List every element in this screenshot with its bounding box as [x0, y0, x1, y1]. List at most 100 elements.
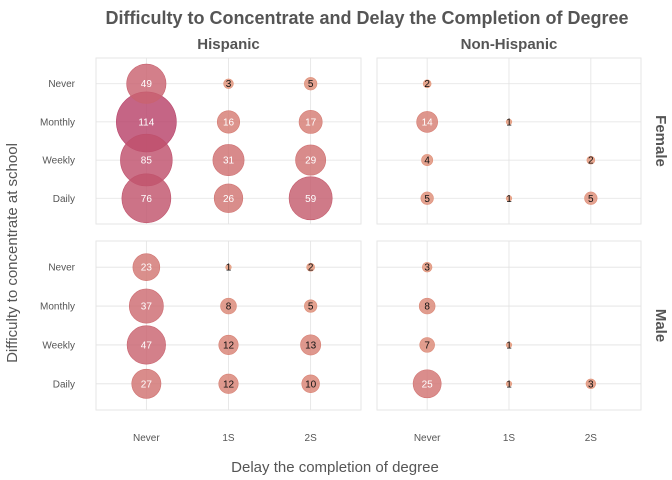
bubble-value-label: 114	[138, 117, 154, 128]
facet-label-female: Female	[652, 115, 669, 167]
bubble-value-label: 1	[506, 379, 512, 390]
y-tick-label: Monthly	[40, 302, 75, 313]
bubble-value-label: 5	[588, 194, 594, 205]
y-axis-title: Difficulty to concentrate at school	[4, 143, 21, 363]
bubble	[126, 63, 167, 104]
bubble-value-label: 3	[588, 379, 594, 390]
bubble	[505, 195, 513, 202]
bubble-value-label: 12	[223, 379, 235, 390]
bubble-value-label: 1	[506, 194, 512, 205]
bubble	[505, 341, 513, 349]
bubble-value-label: 5	[308, 79, 314, 90]
bubble	[213, 183, 244, 213]
bubble	[505, 380, 513, 387]
panel-hispanic-male: 47 37 27 23 13 12 12 10 8 5 2 1	[95, 240, 362, 411]
bubble	[132, 253, 161, 281]
panel-non-hispanic-female: 14 5 5 4 2 2 1 1	[376, 57, 642, 225]
bubble	[421, 262, 433, 273]
bubble	[216, 110, 241, 134]
bubble-value-label: 2	[424, 79, 430, 90]
bubble-value-label: 29	[305, 156, 317, 167]
bubble-value-label: 17	[305, 117, 317, 128]
bubble-value-label: 13	[305, 340, 317, 351]
bubble-value-label: 76	[141, 194, 153, 205]
bubble-value-label: 23	[141, 263, 153, 274]
bubble-value-label: 16	[223, 117, 235, 128]
bubble	[131, 368, 162, 399]
bubble-value-label: 2	[588, 156, 594, 167]
chart-title: Difficulty to Concentrate and Delay the …	[105, 8, 628, 28]
bubble-value-label: 31	[223, 156, 235, 167]
x-tick-label: 2S	[585, 433, 598, 444]
y-tick-label: Weekly	[42, 340, 75, 351]
bubble	[505, 118, 513, 126]
y-tick-label: Monthly	[40, 117, 75, 128]
bubble-value-label: 37	[141, 302, 153, 313]
bubble-value-label: 49	[141, 79, 153, 90]
bubble-value-label: 47	[141, 340, 153, 351]
bubble	[128, 288, 164, 324]
y-tick-label: Weekly	[42, 156, 75, 167]
bubble-value-label: 8	[226, 302, 232, 313]
bubble	[288, 176, 333, 221]
bubble-value-label: 25	[422, 379, 434, 390]
bubble	[304, 299, 318, 313]
bubble-value-label: 5	[308, 302, 314, 313]
bubble	[223, 78, 234, 89]
bubble	[422, 79, 432, 89]
bubble	[301, 374, 320, 393]
bubble	[121, 173, 172, 224]
facet-label-non-hispanic: Non-Hispanic	[461, 36, 558, 53]
x-tick-label: 2S	[305, 433, 318, 444]
bubble	[220, 297, 237, 315]
bubble-value-label: 14	[422, 117, 434, 128]
bubble-value-label: 1	[226, 263, 232, 274]
y-tick-label: Daily	[53, 379, 75, 390]
bubble	[295, 144, 327, 176]
panel-non-hispanic-male: 25 8 7 3 3 1 1	[376, 240, 642, 411]
bubble	[300, 334, 322, 356]
facet-label-hispanic: Hispanic	[197, 36, 260, 53]
bubble	[412, 369, 442, 399]
bubble	[420, 191, 434, 205]
bubble	[419, 337, 435, 353]
bubble	[306, 262, 315, 272]
bubble	[212, 144, 245, 177]
y-tick-label: Never	[48, 79, 75, 90]
bubble	[585, 378, 597, 389]
x-tick-label: Never	[133, 433, 160, 444]
bubble-value-label: 5	[424, 194, 430, 205]
bubble-value-label: 1	[506, 117, 512, 128]
bubble-value-label: 85	[141, 156, 153, 167]
bubble	[126, 325, 166, 365]
facet-label-male: Male	[652, 309, 669, 342]
bubble	[225, 264, 232, 271]
panel-hispanic-female: 114 85 76 59 49 31 29 26 17 16 5 3	[95, 57, 362, 225]
x-tick-label: Never	[414, 433, 441, 444]
x-axis-title: Delay the completion of degree	[231, 459, 439, 476]
bubble-value-label: 12	[223, 340, 235, 351]
bubble	[416, 111, 438, 133]
bubble-value-label: 59	[305, 194, 317, 205]
y-tick-label: Never	[48, 263, 75, 274]
bubble-value-label: 1	[506, 340, 512, 351]
bubble	[218, 373, 239, 394]
bubble-value-label: 10	[305, 379, 317, 390]
x-tick-label: 1S	[222, 433, 235, 444]
bubble-value-label: 7	[424, 340, 430, 351]
bubble	[586, 155, 596, 165]
bubble-value-label: 8	[424, 302, 430, 313]
bubble	[298, 110, 323, 134]
bubble-value-label: 3	[424, 263, 430, 274]
bubble-value-label: 27	[141, 379, 153, 390]
bubble-value-label: 3	[226, 79, 232, 90]
bubble-value-label: 2	[308, 263, 314, 274]
bubble	[304, 77, 318, 91]
x-tick-label: 1S	[503, 433, 516, 444]
bubble-value-label: 4	[424, 156, 430, 167]
bubble	[418, 297, 436, 315]
bubble	[584, 191, 598, 205]
bubble-value-label: 26	[223, 194, 235, 205]
